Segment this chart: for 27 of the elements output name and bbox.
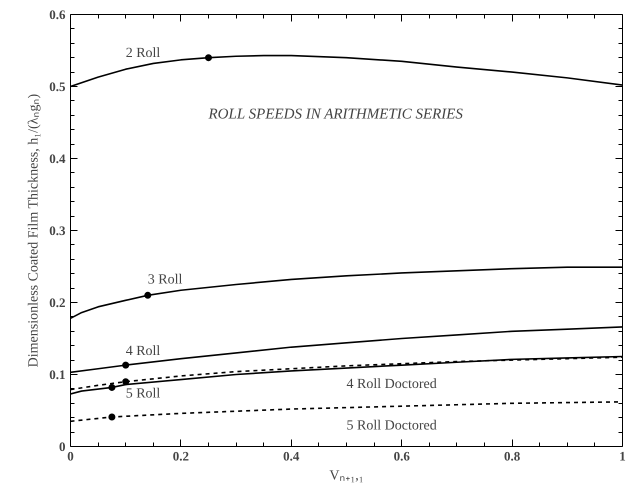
- point: [108, 413, 116, 420]
- y-tick-label: 0.6: [49, 7, 66, 22]
- x-tick-label: 0.6: [394, 448, 410, 464]
- y-tick-label: 0: [59, 439, 66, 454]
- series-label: 5 Roll Doctored: [346, 418, 437, 434]
- point: [205, 54, 212, 62]
- x-axis-title: Vₙ₊₁,₁: [329, 468, 364, 484]
- x-tick-label: 1: [619, 448, 626, 464]
- series-label: 2 Roll: [126, 46, 160, 62]
- x-tick-label: 0.8: [504, 448, 521, 464]
- y-tick-label: 0.3: [49, 223, 66, 238]
- x-tick-label: 0.2: [172, 448, 190, 464]
- point: [108, 384, 116, 391]
- series-label: 4 Roll Doctored: [346, 376, 437, 392]
- point: [122, 378, 130, 386]
- y-tick-label: 0.5: [49, 79, 66, 94]
- point: [144, 292, 152, 299]
- x-tick-label: 0.4: [283, 448, 300, 464]
- point: [122, 362, 130, 369]
- y-tick-label: 0.2: [49, 295, 66, 310]
- y-tick-label: 0.1: [49, 367, 66, 382]
- series-label: 4 Roll: [126, 344, 160, 360]
- series-label: 5 Roll: [126, 386, 160, 402]
- series-label: 3 Roll: [148, 272, 183, 288]
- y-tick-label: 0.4: [49, 151, 66, 166]
- y-axis-title: Dimensionless Coated Film Thickness, h₁/(λₙgₙ): [26, 94, 42, 368]
- annotation: ROLL SPEEDS IN ARITHMETIC SERIES: [208, 106, 464, 122]
